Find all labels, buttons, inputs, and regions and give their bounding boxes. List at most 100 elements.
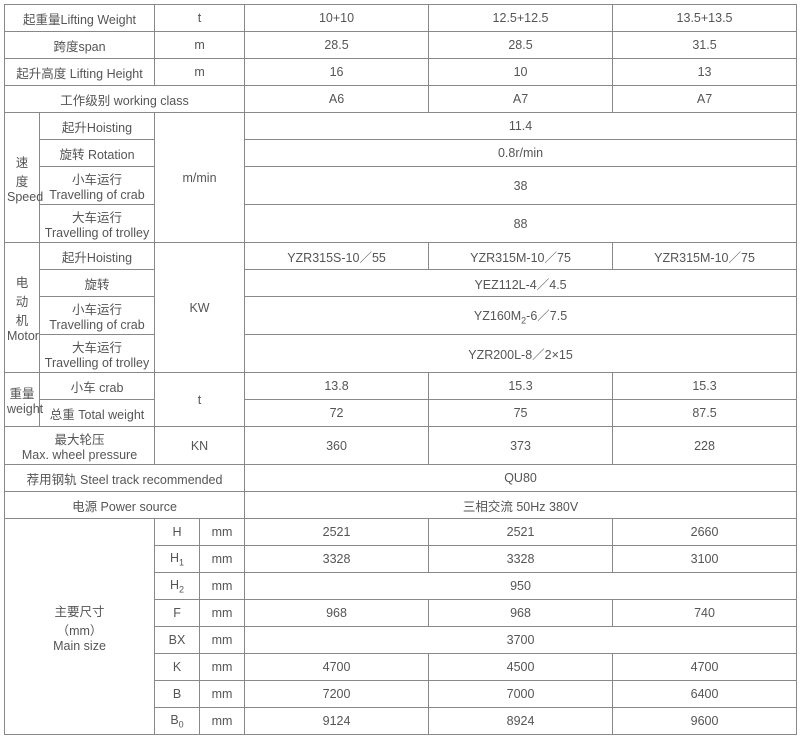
value: YEZ112L-4／4.5 [245,270,797,297]
unit: m [155,32,245,59]
v2: 28.5 [429,32,613,59]
unit: t [155,5,245,32]
v1: 13.8 [245,373,429,400]
label: 大车运行Travelling of trolley [40,335,155,373]
v2: 373 [429,427,613,465]
row-size-H: 主要尺寸（mm）Main size H mm 2521 2521 2660 [5,519,797,546]
value: QU80 [245,465,797,492]
row-span: 跨度span m 28.5 28.5 31.5 [5,32,797,59]
label: 电源 Power source [5,492,245,519]
v2: 10 [429,59,613,86]
value: 950 [245,573,797,600]
v1: 28.5 [245,32,429,59]
value: 88 [245,205,797,243]
v1: 2521 [245,519,429,546]
group-mainsize: 主要尺寸（mm）Main size [5,519,155,735]
label: 起升Hoisting [40,243,155,270]
v3: 228 [613,427,797,465]
row-lifting-height: 起升高度 Lifting Height m 16 10 13 [5,59,797,86]
row-motor-hoist: 电动机Motor 起升Hoisting KW YZR315S-10／55 YZR… [5,243,797,270]
row-power-source: 电源 Power source 三相交流 50Hz 380V [5,492,797,519]
unit: KN [155,427,245,465]
v2: 15.3 [429,373,613,400]
unit: mm [200,573,245,600]
label: 荐用钢轨 Steel track recommended [5,465,245,492]
value: YZR200L-8／2×15 [245,335,797,373]
unit: mm [200,681,245,708]
label: H2 [155,573,200,600]
v3: 15.3 [613,373,797,400]
row-speed-hoist: 速度Speed 起升Hoisting m/min 11.4 [5,113,797,140]
row-working-class: 工作级别 working class A6 A7 A7 [5,86,797,113]
label: 跨度span [5,32,155,59]
v2: 7000 [429,681,613,708]
v1: YZR315S-10／55 [245,243,429,270]
label: 起升高度 Lifting Height [5,59,155,86]
v1: 72 [245,400,429,427]
value: 3700 [245,627,797,654]
v2: 3328 [429,546,613,573]
row-weight-total: 总重 Total weight 72 75 87.5 [5,400,797,427]
v3: 13 [613,59,797,86]
value: 38 [245,167,797,205]
label: H1 [155,546,200,573]
v2: 968 [429,600,613,627]
v1: 4700 [245,654,429,681]
v2: 8924 [429,708,613,735]
label: 工作级别 working class [5,86,245,113]
label: 旋转 [40,270,155,297]
value: 三相交流 50Hz 380V [245,492,797,519]
label: 最大轮压Max. wheel pressure [5,427,155,465]
spec-table: 起重量Lifting Weight t 10+10 12.5+12.5 13.5… [4,4,797,735]
v3: 13.5+13.5 [613,5,797,32]
v1: A6 [245,86,429,113]
unit: mm [200,519,245,546]
v3: 87.5 [613,400,797,427]
row-speed-rotation: 旋转 Rotation 0.8r/min [5,140,797,167]
unit: KW [155,243,245,373]
label: 小车 crab [40,373,155,400]
row-lifting-weight: 起重量Lifting Weight t 10+10 12.5+12.5 13.5… [5,5,797,32]
v1: 16 [245,59,429,86]
row-weight-crab: 重量weight 小车 crab t 13.8 15.3 15.3 [5,373,797,400]
v2: 4500 [429,654,613,681]
v3: 6400 [613,681,797,708]
row-wheel-pressure: 最大轮压Max. wheel pressure KN 360 373 228 [5,427,797,465]
label: 大车运行Travelling of trolley [40,205,155,243]
group-weight: 重量weight [5,373,40,427]
v3: 4700 [613,654,797,681]
unit: m [155,59,245,86]
row-motor-crab: 小车运行Travelling of crab YZ160M2-6／7.5 [5,297,797,335]
label: 总重 Total weight [40,400,155,427]
v1: 360 [245,427,429,465]
row-motor-trolley: 大车运行Travelling of trolley YZR200L-8／2×15 [5,335,797,373]
v1: 3328 [245,546,429,573]
label: 起升Hoisting [40,113,155,140]
label: BX [155,627,200,654]
label: 旋转 Rotation [40,140,155,167]
group-speed: 速度Speed [5,113,40,243]
v3: 9600 [613,708,797,735]
row-steel-track: 荐用钢轨 Steel track recommended QU80 [5,465,797,492]
v1: 9124 [245,708,429,735]
v1: 10+10 [245,5,429,32]
row-motor-rotation: 旋转 YEZ112L-4／4.5 [5,270,797,297]
label: K [155,654,200,681]
value: YZ160M2-6／7.5 [245,297,797,335]
unit: m/min [155,113,245,243]
v2: YZR315M-10／75 [429,243,613,270]
unit: mm [200,627,245,654]
v2: 2521 [429,519,613,546]
group-motor: 电动机Motor [5,243,40,373]
value: 11.4 [245,113,797,140]
label: B0 [155,708,200,735]
v3: 31.5 [613,32,797,59]
unit: mm [200,546,245,573]
v2: 12.5+12.5 [429,5,613,32]
v3: 740 [613,600,797,627]
v1: 968 [245,600,429,627]
row-speed-crab: 小车运行Travelling of crab 38 [5,167,797,205]
value: 0.8r/min [245,140,797,167]
label: B [155,681,200,708]
unit: mm [200,654,245,681]
